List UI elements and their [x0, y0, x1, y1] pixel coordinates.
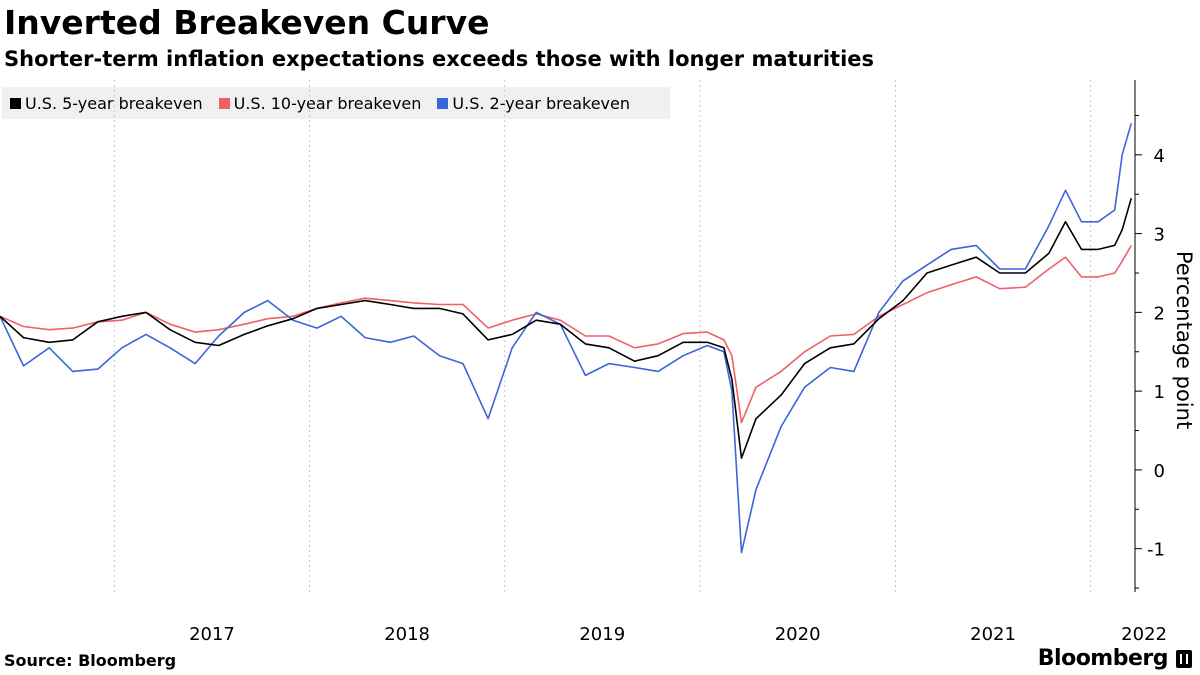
y-tick-label--1: -1 — [1147, 540, 1165, 561]
series-layer — [0, 123, 1133, 554]
legend-label-5-year: U.S. 5-year breakeven — [25, 93, 203, 113]
source-note: Source: Bloomberg — [4, 651, 177, 670]
legend-item-10-year: U.S. 10-year breakeven — [218, 93, 422, 113]
y-axis-label: Percentage point — [1172, 251, 1196, 429]
series-line-ten-year — [0, 245, 1132, 424]
x-tick-label-2017: 2017 — [189, 624, 235, 645]
legend-item-2-year: U.S. 2-year breakeven — [437, 94, 630, 113]
x-tick-label-2021: 2021 — [970, 624, 1016, 645]
y-axis: -1 0 1 2 3 4 — [1134, 80, 1165, 592]
legend: U.S. 5-year breakeven U.S. 10-year break… — [2, 87, 670, 119]
x-tick-label-2018: 2018 — [384, 624, 430, 645]
legend-label-10-year: U.S. 10-year breakeven — [233, 93, 422, 113]
y-tick-label-1: 1 — [1154, 382, 1165, 403]
x-axis: 2017 2018 2019 2020 2021 2022 — [189, 624, 1167, 645]
brand-terminal-icon — [1176, 650, 1192, 668]
legend-swatch-5-year — [10, 97, 21, 109]
series-line-five-year — [0, 197, 1133, 459]
y-tick-label-3: 3 — [1154, 225, 1165, 246]
chart-title: Inverted Breakeven Curve — [4, 3, 490, 42]
brand-logo: Bloomberg — [1037, 646, 1169, 671]
x-tick-label-2022: 2022 — [1121, 624, 1167, 645]
y-tick-label-0: 0 — [1154, 461, 1165, 482]
legend-swatch-10-year — [218, 97, 230, 109]
legend-swatch-2-year — [437, 97, 449, 109]
series-line-two-year — [0, 123, 1133, 554]
y-tick-label-2: 2 — [1154, 303, 1165, 324]
x-tick-label-2020: 2020 — [775, 624, 821, 645]
x-tick-label-2019: 2019 — [579, 624, 625, 645]
legend-label-2-year: U.S. 2-year breakeven — [452, 93, 630, 113]
chart-subtitle: Shorter-term inflation expectations exce… — [4, 47, 875, 71]
y-tick-label-4: 4 — [1154, 146, 1165, 167]
legend-item-5-year: U.S. 5-year breakeven — [10, 94, 203, 113]
